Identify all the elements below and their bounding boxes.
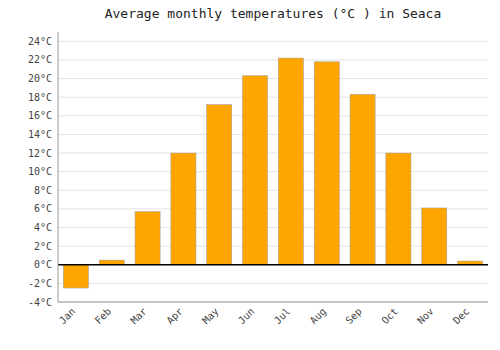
x-tick-label: Oct [379, 306, 400, 327]
x-tick-label: Jun [236, 306, 257, 327]
y-tick-label: 14°C [28, 129, 52, 140]
x-tick-label: Feb [93, 306, 114, 327]
y-tick-label: 2°C [34, 241, 52, 252]
grid-line [58, 171, 488, 172]
grid-line [58, 264, 488, 265]
bar [314, 62, 339, 265]
x-tick-label: Dec [451, 306, 472, 327]
y-tick-label: 12°C [28, 148, 52, 159]
bar [386, 153, 411, 265]
grid [58, 41, 488, 302]
y-tick-label: 22°C [28, 54, 52, 65]
chart-svg: Average monthly temperatures (°C ) in Se… [0, 0, 500, 350]
chart-container: Average monthly temperatures (°C ) in Se… [0, 0, 500, 350]
grid-line [58, 59, 488, 60]
grid-line [58, 115, 488, 116]
x-tick-label: Aug [308, 306, 329, 327]
y-tick-label: 0°C [34, 259, 52, 270]
y-tick-label: 10°C [28, 166, 52, 177]
x-axis-ticks: Jan Feb Mar Apr May Jun Jul Aug Sep Oct Nov Dec [57, 306, 472, 327]
x-tick-label: Jan [57, 306, 78, 327]
y-tick-label: 8°C [34, 185, 52, 196]
y-tick-label: -2°C [28, 278, 52, 289]
bar [171, 153, 196, 265]
y-tick-label: 16°C [28, 110, 52, 121]
bar [63, 265, 88, 288]
y-tick-label: 6°C [34, 203, 52, 214]
bars [58, 58, 488, 288]
grid-line [58, 190, 488, 191]
x-tick-label: Apr [164, 306, 185, 327]
grid-line [58, 302, 488, 303]
y-tick-label: -4°C [28, 297, 52, 308]
x-tick-label: May [200, 306, 221, 327]
bar [207, 105, 232, 265]
title: Average monthly temperatures (°C ) in Se… [105, 6, 442, 21]
grid-line [58, 97, 488, 98]
y-axis-line [58, 32, 59, 302]
grid-line [58, 134, 488, 135]
grid-line [58, 153, 488, 154]
x-tick-label: Jul [272, 306, 293, 327]
y-tick-label: 20°C [28, 73, 52, 84]
bar [278, 58, 303, 265]
baseline [58, 264, 488, 266]
bar [243, 76, 268, 265]
grid-line [58, 78, 488, 79]
y-axis-ticks: -4°C -2°C 0°C 2°C 4°C 6°C 8°C 10°C 12°C 14°C 16°C 1… [28, 36, 52, 308]
bar [422, 208, 447, 265]
x-tick-label: Nov [415, 306, 436, 327]
bar [135, 212, 160, 265]
y-tick-label: 4°C [34, 222, 52, 233]
y-tick-label: 24°C [28, 36, 52, 47]
x-axis-line [58, 302, 488, 303]
x-tick-label: Mar [128, 306, 149, 327]
x-tick-label: Sep [343, 306, 364, 327]
grid-line [58, 41, 488, 42]
grid-line [58, 283, 488, 284]
bar [350, 94, 375, 264]
y-tick-label: 18°C [28, 92, 52, 103]
